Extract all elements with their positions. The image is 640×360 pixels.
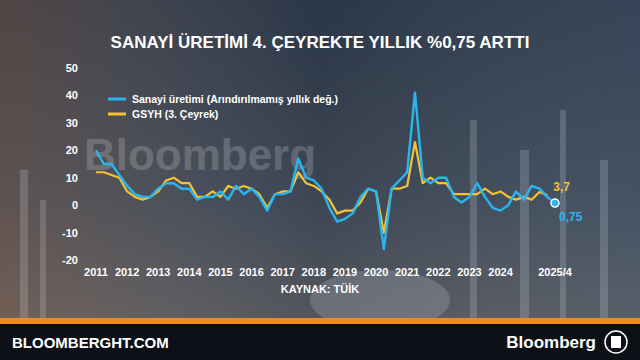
footer <box>0 324 640 360</box>
x-tick-label: 2015 <box>208 266 232 278</box>
y-tick-label: -10 <box>62 227 78 239</box>
chimney <box>20 170 28 318</box>
chimney <box>470 120 477 318</box>
y-tick-label: 50 <box>66 62 78 74</box>
background-silhouette <box>20 110 608 330</box>
end-marker <box>551 199 559 207</box>
background <box>0 0 640 360</box>
background-tint <box>0 0 640 318</box>
x-tick-label: 2019 <box>333 266 357 278</box>
x-tick-label: 2016 <box>239 266 263 278</box>
footer-logo-mark <box>611 336 621 348</box>
footer-brand: Bloomberg <box>506 333 596 352</box>
y-tick-label: 40 <box>66 89 78 101</box>
chimney <box>40 200 46 318</box>
x-tick-label: 2012 <box>115 266 139 278</box>
legend-swatch <box>108 98 126 101</box>
x-tick-label: 2021 <box>395 266 419 278</box>
footer-logo <box>605 331 627 353</box>
data-label: 3,7 <box>553 180 570 194</box>
chimney <box>520 150 529 318</box>
x-tick-label: 2018 <box>302 266 326 278</box>
x-tick-label: 2014 <box>177 266 202 278</box>
x-tick-label: 2020 <box>364 266 388 278</box>
plot-area <box>96 93 555 249</box>
x-tick-label: 2022 <box>426 266 450 278</box>
y-tick-label: 0 <box>72 199 78 211</box>
legend: Sanayi üretimi (Arındırılmamış yıllık de… <box>108 93 338 120</box>
legend-label: GSYH (3. Çeyrek) <box>132 108 218 120</box>
watermark: Bloomberg <box>84 130 316 179</box>
chimney <box>600 160 608 318</box>
x-tick-label: 2023 <box>457 266 481 278</box>
chart: SANAYİ ÜRETİMİ 4. ÇEYREKTE YILLIK %0,75 … <box>0 0 640 360</box>
x-tick-label: 2017 <box>270 266 294 278</box>
x-tick-label: 2025/4 <box>538 266 573 278</box>
footer-stripe <box>0 318 640 324</box>
legend-label: Sanayi üretimi (Arındırılmamış yıllık de… <box>132 93 338 105</box>
y-tick-label: 10 <box>66 172 78 184</box>
footer-site: BLOOMBERGHT.COM <box>12 334 169 351</box>
x-tick-label: 2011 <box>84 266 108 278</box>
series-line <box>96 93 555 249</box>
data-label: 0,75 <box>559 210 583 224</box>
legend-swatch <box>108 113 126 116</box>
title: SANAYİ ÜRETİMİ 4. ÇEYREKTE YILLIK %0,75 … <box>111 33 530 52</box>
y-tick-label: -20 <box>62 254 78 266</box>
y-tick-label: 30 <box>66 117 78 129</box>
y-tick-label: 20 <box>66 144 78 156</box>
x-tick-label: 2013 <box>146 266 170 278</box>
x-tick-label: 2024 <box>488 266 513 278</box>
source: KAYNAK: TÜİK <box>281 283 359 295</box>
